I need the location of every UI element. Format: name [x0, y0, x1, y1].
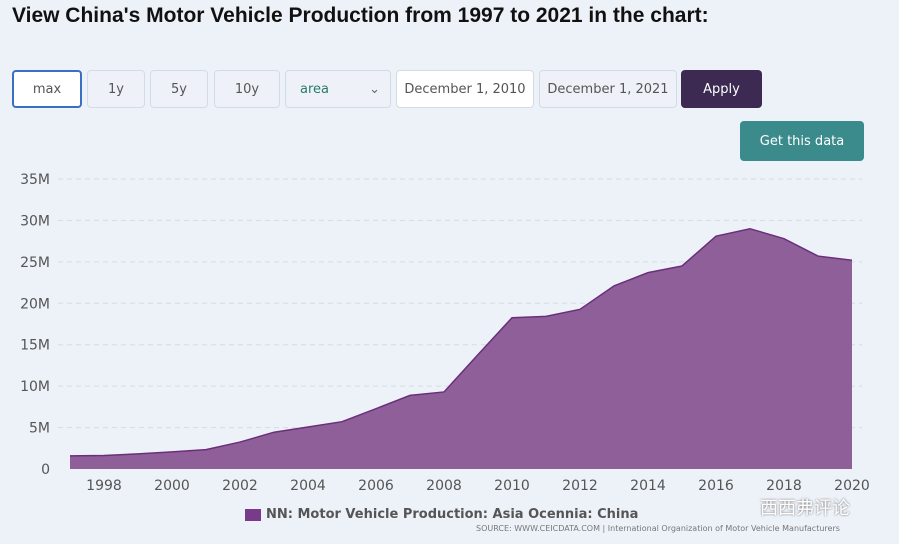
x-tick-label: 2018 — [766, 478, 802, 494]
x-tick-label: 2020 — [834, 478, 870, 494]
page-title: View China's Motor Vehicle Production fr… — [12, 4, 709, 27]
y-tick-label: 10M — [20, 379, 50, 395]
y-tick-label: 20M — [20, 296, 50, 312]
range-5y-button[interactable]: 5y — [150, 70, 208, 108]
x-tick-label: 2010 — [494, 478, 530, 494]
y-tick-label: 0 — [41, 462, 50, 478]
x-tick-label: 2002 — [222, 478, 258, 494]
x-tick-label: 2000 — [154, 478, 190, 494]
area-chart: 0 5M 10M 15M 20M 25M 30M 35M 1998 2000 2002 2004 200… — [20, 172, 870, 494]
range-max-button[interactable]: max — [12, 70, 82, 108]
area-fill — [70, 228, 852, 469]
x-tick-label: 2008 — [426, 478, 462, 494]
y-tick-label: 35M — [20, 172, 50, 188]
series-line — [69, 227, 853, 457]
legend-label: NN: Motor Vehicle Production: Asia Ocenn… — [266, 507, 639, 522]
source-note: SOURCE: WWW.CEICDATA.COM | International… — [476, 524, 840, 533]
y-tick-label: 25M — [20, 255, 50, 271]
watermark: 西西弗评论 — [760, 498, 850, 519]
x-tick-label: 2006 — [358, 478, 394, 494]
range-1y-button[interactable]: 1y — [87, 70, 145, 108]
apply-button[interactable]: Apply — [681, 70, 762, 108]
legend[interactable]: NN: Motor Vehicle Production: Asia Ocenn… — [245, 507, 638, 522]
legend-swatch — [245, 508, 261, 521]
end-date-input[interactable]: December 1, 2021 — [539, 70, 677, 108]
x-tick-label: 2016 — [698, 478, 734, 494]
x-tick-label: 2012 — [562, 478, 598, 494]
x-tick-label: 1998 — [86, 478, 122, 494]
x-tick-label: 2014 — [630, 478, 666, 494]
chart-type-select[interactable]: area ⌄ — [285, 70, 391, 108]
range-10y-button[interactable]: 10y — [214, 70, 280, 108]
y-tick-label: 30M — [20, 213, 50, 229]
chart-type-value: area — [300, 81, 329, 97]
get-data-button[interactable]: Get this data — [740, 121, 864, 161]
y-tick-label: 5M — [29, 421, 50, 437]
y-tick-label: 15M — [20, 338, 50, 354]
chevron-down-icon: ⌄ — [369, 81, 380, 97]
x-tick-label: 2004 — [290, 478, 326, 494]
start-date-input[interactable]: December 1, 2010 — [396, 70, 534, 108]
